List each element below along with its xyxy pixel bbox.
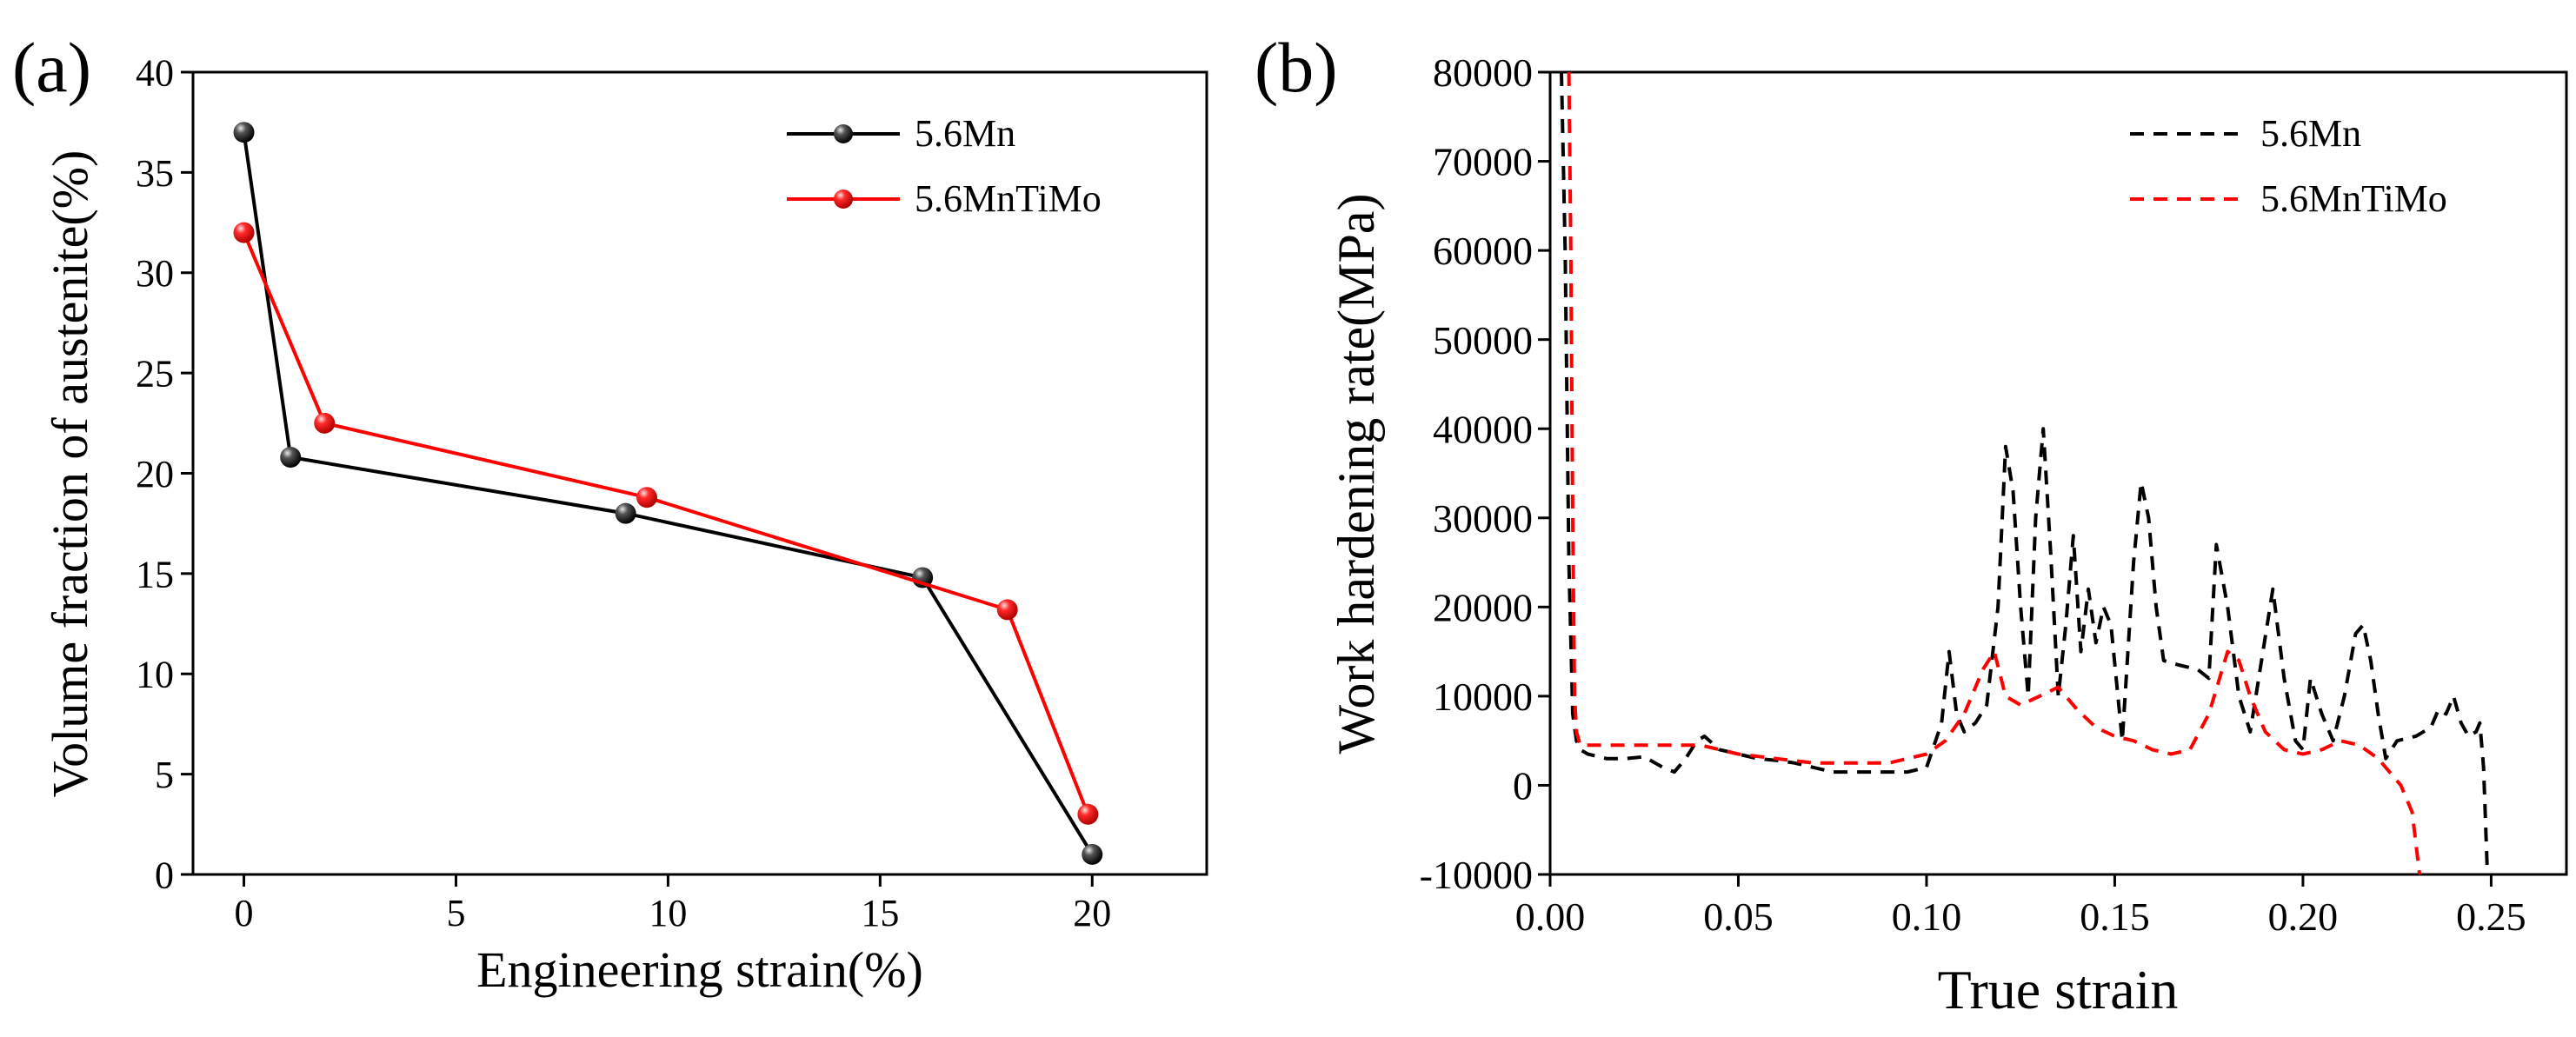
y-tick-label-a-3: 15 (136, 553, 174, 595)
y-tick-label-a-7: 35 (136, 152, 174, 195)
data-point-a-1-3 (996, 599, 1018, 621)
series-line-a-0 (242, 131, 1095, 855)
x-tick-label-a-2: 10 (649, 892, 687, 934)
series-b (1560, 72, 2490, 874)
x-tick-label-b-2: 0.10 (1892, 894, 1962, 939)
y-tick-label-b-3: 20000 (1433, 585, 1533, 629)
y-tick-label-b-5: 40000 (1433, 407, 1533, 451)
chart-b: (b) 0.00 0.05 0.10 0.15 0.20 0.25 -10000 0 10000… (1255, 28, 2568, 1020)
y-axis-label-a: Volume fraction of austenite(%) (42, 150, 98, 798)
y-tick-label-b-6: 50000 (1433, 318, 1533, 362)
y-tick-label-b-9: 80000 (1433, 50, 1533, 95)
legend-label-5.6mn-b: 5.6Mn (2260, 112, 2361, 155)
y-tick-label-a-8: 40 (136, 51, 174, 94)
data-point-a-0-4 (1082, 843, 1103, 865)
x-tick-label-b-0: 0.00 (1515, 894, 1586, 939)
y-tick-label-b-8: 70000 (1433, 140, 1533, 184)
plot-frame-b (1548, 70, 2568, 876)
x-tick-label-a-4: 20 (1073, 892, 1111, 934)
x-tick-label-b-5: 0.25 (2456, 894, 2526, 939)
x-axis-label-b: True strain (1938, 959, 2179, 1020)
ticks-a: 0 5 10 15 20 0 5 10 15 20 25 30 35 40 (136, 51, 1111, 934)
legend-label-5.6mntimo: 5.6MnTiMo (915, 177, 1102, 220)
y-tick-label-b-0: -10000 (1420, 853, 1533, 897)
x-tick-label-b-4: 0.20 (2268, 894, 2339, 939)
y-tick-label-a-6: 30 (136, 252, 174, 295)
legend-b: 5.6Mn 5.6MnTiMo (2130, 112, 2447, 220)
chart-a: (a) 0 5 10 15 20 0 5 10 15 20 25 30 35 40 5.6Mn 5.6Mn… (12, 28, 1208, 998)
series-line-b-0 (1560, 72, 2490, 874)
y-tick-label-b-2: 10000 (1433, 675, 1533, 719)
x-tick-label-a-0: 0 (235, 892, 254, 934)
y-tick-label-b-1: 0 (1513, 764, 1533, 808)
data-point-a-1-4 (1077, 803, 1099, 825)
panel-label-a: (a) (12, 28, 91, 107)
y-tick-label-a-1: 5 (155, 754, 174, 796)
data-point-a-0-1 (280, 447, 302, 469)
y-tick-label-b-4: 30000 (1433, 496, 1533, 541)
data-point-a-0-2 (615, 502, 636, 524)
x-tick-label-b-3: 0.15 (2080, 894, 2150, 939)
legend-a: 5.6Mn 5.6MnTiMo (787, 112, 1102, 220)
series-a (233, 122, 1103, 865)
data-point-a-1-0 (233, 222, 255, 243)
x-axis-label-a: Engineering strain(%) (476, 941, 923, 998)
legend-label-5.6mntimo-b: 5.6MnTiMo (2260, 177, 2447, 220)
legend-marker-5.6mn (834, 124, 853, 143)
y-tick-label-a-5: 25 (136, 353, 174, 396)
y-tick-label-a-2: 10 (136, 654, 174, 696)
y-tick-label-a-0: 0 (155, 854, 174, 896)
y-axis-label-b: Work hardening rate(MPa) (1328, 194, 1385, 754)
series-line-b-1 (1567, 72, 2422, 874)
x-tick-label-b-1: 0.05 (1703, 894, 1774, 939)
x-tick-label-a-1: 5 (446, 892, 465, 934)
data-point-a-1-1 (314, 412, 336, 434)
ticks-b: 0.00 0.05 0.10 0.15 0.20 0.25 -10000 0 10000 2000… (1420, 50, 2526, 939)
data-point-a-1-2 (636, 487, 658, 509)
panel-label-b: (b) (1255, 28, 1338, 107)
y-tick-label-b-7: 60000 (1433, 229, 1533, 273)
x-tick-label-a-3: 15 (861, 892, 899, 934)
y-tick-label-a-4: 20 (136, 453, 174, 495)
legend-label-5.6mn: 5.6Mn (915, 112, 1015, 155)
legend-marker-5.6mntimo (834, 189, 853, 209)
data-point-a-0-0 (233, 122, 255, 143)
